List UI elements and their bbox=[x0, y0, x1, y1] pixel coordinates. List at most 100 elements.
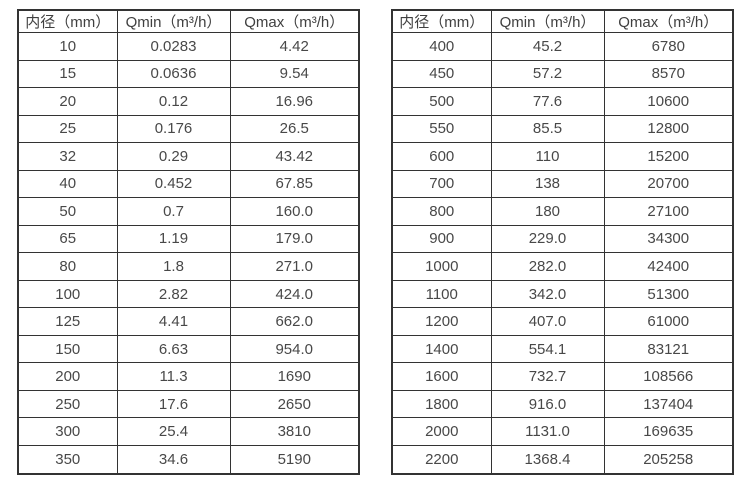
header-qmin: Qmin（m³/h） bbox=[490, 9, 605, 33]
header-qmin: Qmin（m³/h） bbox=[116, 9, 231, 33]
table-cell: 20 bbox=[17, 87, 118, 116]
table-cell: 550 bbox=[391, 114, 492, 144]
table-cell: 32 bbox=[17, 142, 118, 171]
table-cell: 4.42 bbox=[229, 32, 360, 61]
table-cell: 2650 bbox=[229, 389, 360, 419]
table-cell: 1.8 bbox=[116, 252, 231, 281]
table-cell: 600 bbox=[391, 142, 492, 171]
table-cell: 500 bbox=[391, 87, 492, 116]
table-cell: 15200 bbox=[603, 142, 734, 171]
table-cell: 0.29 bbox=[116, 142, 231, 171]
table-cell: 1200 bbox=[391, 307, 492, 336]
table-cell: 85.5 bbox=[490, 114, 605, 144]
table-cell: 125 bbox=[17, 307, 118, 336]
table-body-right: 400 45.2 6780 450 57.2 8570 500 77.6 10600 550 85.… bbox=[391, 32, 734, 475]
table-cell: 42400 bbox=[603, 252, 734, 281]
table-cell: 15 bbox=[17, 59, 118, 89]
table-cell: 800 bbox=[391, 197, 492, 226]
table-cell: 26.5 bbox=[229, 114, 360, 144]
table-row: 700 138 20700 bbox=[391, 169, 734, 199]
table-cell: 9.54 bbox=[229, 59, 360, 89]
table-row: 1800 916.0 137404 bbox=[391, 389, 734, 419]
table-cell: 57.2 bbox=[490, 59, 605, 89]
table-cell: 1100 bbox=[391, 279, 492, 309]
table-cell: 205258 bbox=[603, 444, 734, 475]
table-row: 100 2.82 424.0 bbox=[17, 279, 360, 309]
table-cell: 1.19 bbox=[116, 224, 231, 254]
table-cell: 2200 bbox=[391, 444, 492, 475]
table-cell: 900 bbox=[391, 224, 492, 254]
table-cell: 954.0 bbox=[229, 334, 360, 364]
table-cell: 50 bbox=[17, 197, 118, 226]
table-row: 25 0.176 26.5 bbox=[17, 114, 360, 144]
table-row: 50 0.7 160.0 bbox=[17, 197, 360, 226]
table-cell: 2000 bbox=[391, 417, 492, 446]
header-inner-diameter: 内径（mm） bbox=[17, 9, 118, 33]
table-cell: 229.0 bbox=[490, 224, 605, 254]
table-cell: 10600 bbox=[603, 87, 734, 116]
table-cell: 1690 bbox=[229, 362, 360, 391]
table-cell: 180 bbox=[490, 197, 605, 226]
table-row: 400 45.2 6780 bbox=[391, 32, 734, 61]
table-cell: 662.0 bbox=[229, 307, 360, 336]
table-cell: 27100 bbox=[603, 197, 734, 226]
table-cell: 2.82 bbox=[116, 279, 231, 309]
table-cell: 61000 bbox=[603, 307, 734, 336]
header-inner-diameter: 内径（mm） bbox=[391, 9, 492, 33]
table-cell: 150 bbox=[17, 334, 118, 364]
table-cell: 1800 bbox=[391, 389, 492, 419]
table-cell: 6780 bbox=[603, 32, 734, 61]
table-cell: 25.4 bbox=[116, 417, 231, 446]
table-cell: 450 bbox=[391, 59, 492, 89]
table-cell: 0.12 bbox=[116, 87, 231, 116]
table-cell: 20700 bbox=[603, 169, 734, 199]
table-row: 1600 732.7 108566 bbox=[391, 362, 734, 391]
table-cell: 1600 bbox=[391, 362, 492, 391]
table-cell: 424.0 bbox=[229, 279, 360, 309]
table-cell: 138 bbox=[490, 169, 605, 199]
table-cell: 0.452 bbox=[116, 169, 231, 199]
table-cell: 0.0283 bbox=[116, 32, 231, 61]
table-cell: 100 bbox=[17, 279, 118, 309]
table-row: 15 0.0636 9.54 bbox=[17, 59, 360, 89]
table-cell: 45.2 bbox=[490, 32, 605, 61]
table-row: 125 4.41 662.0 bbox=[17, 307, 360, 336]
table-row: 600 110 15200 bbox=[391, 142, 734, 171]
table-cell: 17.6 bbox=[116, 389, 231, 419]
table-row: 900 229.0 34300 bbox=[391, 224, 734, 254]
table-row: 32 0.29 43.42 bbox=[17, 142, 360, 171]
table-cell: 271.0 bbox=[229, 252, 360, 281]
table-row: 1100 342.0 51300 bbox=[391, 279, 734, 309]
table-body-left: 10 0.0283 4.42 15 0.0636 9.54 20 0.12 16.96 25 0.1… bbox=[17, 32, 360, 475]
table-cell: 11.3 bbox=[116, 362, 231, 391]
table-row: 150 6.63 954.0 bbox=[17, 334, 360, 364]
table-row: 300 25.4 3810 bbox=[17, 417, 360, 446]
table-cell: 1000 bbox=[391, 252, 492, 281]
table-row: 1000 282.0 42400 bbox=[391, 252, 734, 281]
table-cell: 554.1 bbox=[490, 334, 605, 364]
table-cell: 1368.4 bbox=[490, 444, 605, 475]
table-cell: 34300 bbox=[603, 224, 734, 254]
table-cell: 160.0 bbox=[229, 197, 360, 226]
table-cell: 16.96 bbox=[229, 87, 360, 116]
table-cell: 282.0 bbox=[490, 252, 605, 281]
table-cell: 137404 bbox=[603, 389, 734, 419]
table-row: 800 180 27100 bbox=[391, 197, 734, 226]
table-row: 550 85.5 12800 bbox=[391, 114, 734, 144]
table-row: 200 11.3 1690 bbox=[17, 362, 360, 391]
table-header-row: 内径（mm） Qmin（m³/h） Qmax（m³/h） bbox=[17, 9, 360, 33]
header-qmax: Qmax（m³/h） bbox=[603, 9, 734, 33]
table-row: 2200 1368.4 205258 bbox=[391, 444, 734, 475]
table-cell: 1400 bbox=[391, 334, 492, 364]
table-cell: 342.0 bbox=[490, 279, 605, 309]
table-cell: 0.7 bbox=[116, 197, 231, 226]
table-cell: 12800 bbox=[603, 114, 734, 144]
table-cell: 407.0 bbox=[490, 307, 605, 336]
table-cell: 700 bbox=[391, 169, 492, 199]
flow-spec-table-left: 内径（mm） Qmin（m³/h） Qmax（m³/h） 10 0.0283 4.4… bbox=[17, 9, 360, 475]
table-row: 65 1.19 179.0 bbox=[17, 224, 360, 254]
table-cell: 169635 bbox=[603, 417, 734, 446]
table-cell: 0.0636 bbox=[116, 59, 231, 89]
table-row: 2000 1131.0 169635 bbox=[391, 417, 734, 446]
